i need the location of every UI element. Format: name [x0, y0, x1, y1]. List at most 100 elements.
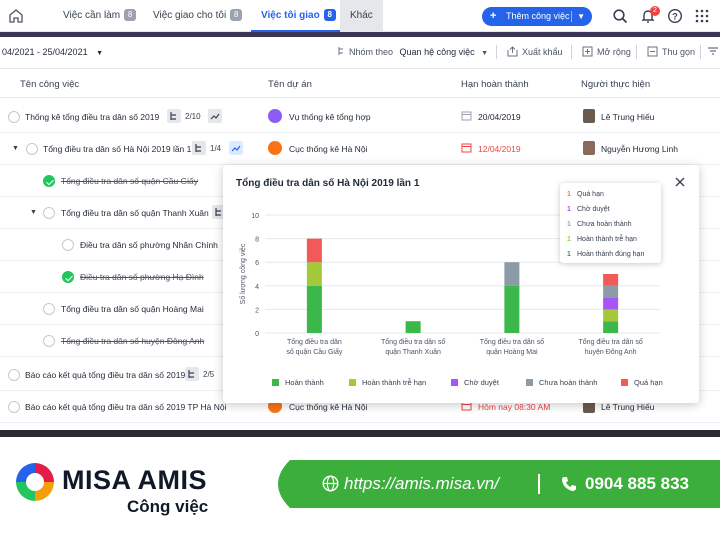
group-by-value: Quan hệ công việc: [399, 47, 475, 57]
y-tick-label: 10: [251, 213, 259, 220]
chart-legend: Hoàn thành Hoàn thành trễ hạn Chờ duyệt …: [269, 378, 689, 390]
col-header-due[interactable]: Hạn hoàn thành: [461, 79, 529, 90]
task-checkbox[interactable]: [43, 207, 55, 219]
y-tick-label: 4: [255, 284, 259, 291]
col-header-owner[interactable]: Người thực hiện: [581, 79, 651, 90]
bar-segment[interactable]: [504, 285, 520, 333]
task-name[interactable]: Tổng điều tra dân số quận Thanh Xuân: [61, 208, 209, 218]
bar-segment[interactable]: [306, 238, 322, 263]
expand-button[interactable]: Mở rộng: [582, 46, 631, 57]
subtask-icon: [167, 109, 181, 123]
bar-segment[interactable]: [405, 321, 421, 333]
task-checkbox[interactable]: [43, 303, 55, 315]
tab-todo[interactable]: Việc cần làm 8: [63, 0, 137, 32]
task-checkbox[interactable]: [62, 271, 74, 283]
due-date: Hôm nay 08:30 AM: [478, 402, 551, 412]
website-link[interactable]: https://amis.misa.vn/: [344, 474, 499, 493]
bar-segment[interactable]: [603, 297, 619, 310]
add-task-label: Thêm công việc: [506, 11, 570, 21]
apps-grid-icon[interactable]: [694, 8, 710, 24]
search-icon[interactable]: [612, 8, 628, 24]
phone-icon: [562, 477, 576, 491]
y-tick-label: 0: [255, 331, 259, 338]
project-name[interactable]: Vụ thống kê tổng hợp: [289, 112, 371, 122]
chart-icon[interactable]: [229, 141, 243, 155]
collapse-button[interactable]: Thu gọn: [647, 46, 695, 57]
close-icon[interactable]: [674, 176, 686, 188]
task-checkbox[interactable]: [62, 239, 74, 251]
tab-label: Việc giao cho tôi: [153, 10, 227, 21]
tab-assigned-to-me[interactable]: Việc giao cho tôi 8: [153, 0, 243, 32]
owner-name: Lê Trung Hiếu: [601, 112, 655, 122]
calendar-icon: [461, 143, 472, 153]
export-button[interactable]: Xuất khẩu: [507, 46, 563, 57]
tab-assigned-by-me[interactable]: Việc tôi giao 8: [251, 0, 346, 32]
project-name[interactable]: Cục thống kê Hà Nội: [289, 144, 368, 154]
subtask-icon: [192, 141, 206, 155]
expand-icon: [582, 46, 593, 57]
task-name[interactable]: Tổng điều tra dân số quận Hoàng Mai: [61, 304, 204, 314]
legend-item[interactable]: Hoàn thành: [272, 378, 324, 387]
table-row[interactable]: Thống kê tổng điều tra dân số 2019 2/10 …: [0, 101, 720, 133]
bar-segment[interactable]: [603, 309, 619, 322]
legend-item[interactable]: Chưa hoàn thành: [526, 378, 597, 387]
task-name[interactable]: Điều tra dân số phường Nhân Chính: [80, 240, 218, 250]
chart-icon[interactable]: [208, 109, 222, 123]
legend-swatch: [451, 379, 458, 386]
task-name[interactable]: Tổng điều tra dân số huyện Đông Anh: [61, 336, 205, 346]
task-name[interactable]: Tổng điều tra dân số quận Cầu Giấy: [61, 176, 199, 186]
legend-item[interactable]: Quá hạn: [621, 378, 663, 387]
calendar-icon: [461, 111, 472, 121]
task-name[interactable]: Báo cáo kết quả tổng điều tra dân số 201…: [25, 402, 227, 412]
chart-popup: Tổng điều tra dân số Hà Nội 2019 lần 1 0…: [223, 165, 699, 403]
table-row[interactable]: ▼ Tổng điều tra dân số Hà Nội 2019 lần 1…: [0, 133, 720, 165]
chevron-down-icon[interactable]: ▼: [577, 12, 585, 21]
legend-item[interactable]: Hoàn thành trễ hạn: [349, 378, 426, 387]
help-icon[interactable]: ?: [667, 8, 683, 24]
toolbar: 04/2021 - 25/04/2021 ▼ Nhóm theo Quan hệ…: [0, 37, 720, 67]
x-tick-label: Tổng điều tra dân số: [579, 337, 643, 346]
add-task-button[interactable]: + Thêm công việc ▼: [482, 7, 592, 26]
chevron-down-icon[interactable]: ▼: [12, 145, 19, 152]
col-header-project[interactable]: Tên dự án: [268, 79, 312, 90]
legend-swatch: [526, 379, 533, 386]
due-date: 12/04/2019: [478, 144, 521, 154]
date-range-picker[interactable]: 04/2021 - 25/04/2021 ▼: [2, 47, 103, 57]
expand-label: Mở rộng: [597, 47, 631, 57]
tooltip-label: Quá hạn: [577, 191, 604, 198]
task-name[interactable]: Điều tra dân số phường Hạ Đình: [80, 272, 204, 282]
project-name[interactable]: Cục thống kê Hà Nội: [289, 402, 368, 412]
subtask-count: 2/10: [185, 112, 201, 121]
svg-text:?: ?: [672, 12, 678, 22]
toolbar-divider: [636, 45, 637, 59]
task-checkbox[interactable]: [8, 369, 20, 381]
x-tick-label: quận Hoàng Mai: [486, 349, 538, 356]
bar-segment[interactable]: [603, 321, 619, 333]
task-name[interactable]: Thống kê tổng điều tra dân số 2019: [25, 112, 160, 122]
col-header-task[interactable]: Tên công việc: [20, 79, 80, 90]
tab-more[interactable]: Khác: [340, 0, 383, 32]
legend-label: Hoàn thành: [285, 378, 324, 387]
bar-segment[interactable]: [603, 285, 619, 298]
x-tick-label: Tổng điều tra dân số: [381, 337, 445, 346]
bar-segment[interactable]: [306, 262, 322, 286]
button-divider: [571, 11, 572, 22]
phone-number[interactable]: 0904 885 833: [585, 474, 689, 493]
bar-segment[interactable]: [603, 274, 619, 286]
chevron-down-icon[interactable]: ▼: [30, 209, 37, 216]
task-checkbox[interactable]: [43, 175, 55, 187]
task-checkbox[interactable]: [26, 143, 38, 155]
task-checkbox[interactable]: [8, 401, 20, 413]
task-name[interactable]: Báo cáo kết quả tổng điều tra dân số 201…: [25, 370, 186, 380]
notification-badge: 2: [650, 6, 660, 16]
filter-icon[interactable]: [708, 46, 718, 56]
legend-item[interactable]: Chờ duyệt: [451, 378, 499, 387]
home-icon[interactable]: [8, 8, 24, 24]
task-checkbox[interactable]: [8, 111, 20, 123]
task-name[interactable]: Tổng điều tra dân số Hà Nội 2019 lần 1: [43, 144, 192, 154]
bar-segment[interactable]: [306, 285, 322, 333]
bar-segment[interactable]: [504, 262, 520, 286]
group-by-control[interactable]: Nhóm theo Quan hệ công việc ▼: [337, 47, 488, 57]
task-checkbox[interactable]: [43, 335, 55, 347]
legend-swatch: [349, 379, 356, 386]
